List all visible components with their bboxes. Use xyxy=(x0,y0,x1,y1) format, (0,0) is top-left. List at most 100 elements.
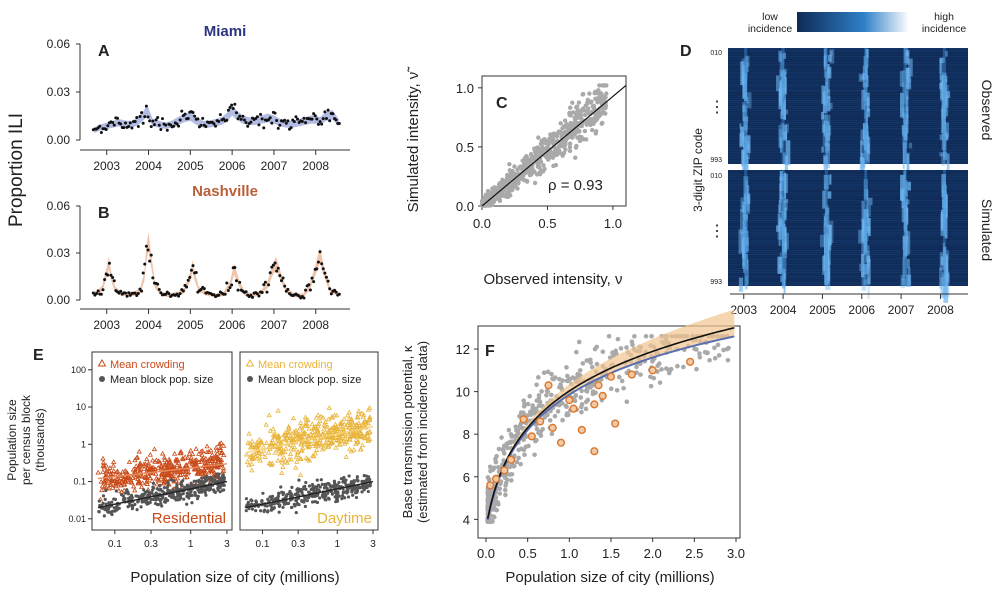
data-point xyxy=(239,117,243,121)
crowding-point xyxy=(275,435,281,441)
crowding-point xyxy=(353,422,359,427)
ytick-label: 0.03 xyxy=(47,246,71,260)
highlight-point xyxy=(606,372,616,381)
heatmap-peak-cell xyxy=(781,227,787,252)
heatmap-peak-cell xyxy=(905,231,911,255)
block-pop-point xyxy=(344,483,348,487)
crowding-point xyxy=(208,468,214,473)
crowding-point xyxy=(358,446,364,452)
block-pop-point xyxy=(125,488,129,492)
scatter-point xyxy=(618,346,624,351)
heatmap-peak-cell xyxy=(821,146,825,153)
scatter-point xyxy=(545,389,551,394)
scatter-point xyxy=(573,145,579,150)
block-pop-point xyxy=(294,498,298,503)
block-pop-point xyxy=(200,476,204,480)
panel-e-xlabel: Population size of city (millions) xyxy=(130,569,339,586)
heatmap-peak-cell xyxy=(785,140,791,166)
data-point xyxy=(178,118,182,122)
crowding-point xyxy=(110,459,117,464)
crowding-point xyxy=(331,424,338,430)
scatter-point xyxy=(521,173,526,178)
data-point xyxy=(326,279,330,283)
heatmap-ylabel: 3-digit ZIP code xyxy=(691,128,705,212)
crowding-point xyxy=(294,459,300,464)
heatmap-peak-cell xyxy=(863,230,867,246)
block-pop-point xyxy=(283,501,287,505)
panel-f-ylabel-line: Base transmission potential, κ xyxy=(400,345,415,518)
block-pop-point xyxy=(297,489,302,493)
crowding-point xyxy=(354,413,361,419)
panel-c-xlabel: Observed intensity, ν xyxy=(484,271,623,288)
block-pop-point xyxy=(117,506,121,510)
heatmap-peak-cell xyxy=(780,111,786,119)
heatmap-peak-cell xyxy=(944,122,950,138)
data-point xyxy=(183,112,187,116)
crowding-point xyxy=(333,444,339,450)
crowding-point xyxy=(318,443,324,449)
scatter-point xyxy=(502,475,508,480)
crowding-point xyxy=(351,447,357,452)
block-pop-point xyxy=(163,498,167,502)
heatmap-row xyxy=(728,252,968,254)
scatter-point xyxy=(562,118,568,123)
block-pop-point xyxy=(106,505,110,510)
heatmap-row xyxy=(728,254,968,256)
scatter-point xyxy=(583,406,589,412)
scatter-point xyxy=(582,128,588,134)
crowding-point xyxy=(328,433,335,439)
data-point xyxy=(265,290,269,294)
heatmap-peak-cell xyxy=(827,191,832,199)
data-point xyxy=(148,119,152,123)
heatmap-row xyxy=(728,268,968,270)
scatter-point xyxy=(532,452,537,458)
block-pop-point xyxy=(97,499,101,503)
crowding-point xyxy=(209,455,215,461)
block-pop-point xyxy=(318,496,322,500)
crowding-point xyxy=(343,454,349,459)
panel-e-daytime-name: Daytime xyxy=(317,510,372,527)
heatmap-row xyxy=(728,48,968,50)
scatter-point xyxy=(694,347,699,352)
heatmap-row xyxy=(728,140,968,142)
heatmap-peak-cell xyxy=(775,75,780,92)
data-point xyxy=(230,103,234,107)
heatmap-peak-cell xyxy=(938,267,943,289)
scatter-point xyxy=(506,184,511,190)
heatmap-peak-cell xyxy=(939,57,945,64)
panel-b-label: B xyxy=(98,205,110,222)
heatmap-peak-cell xyxy=(779,53,784,77)
scatter-point xyxy=(523,444,529,450)
block-pop-point xyxy=(190,493,194,497)
ytick-label: 1 xyxy=(81,439,86,449)
heatmap-peak-cell xyxy=(945,51,948,57)
data-point xyxy=(226,108,230,112)
scatter-point xyxy=(504,441,509,447)
crowding-point xyxy=(212,458,219,463)
crowding-point xyxy=(160,476,167,482)
crowding-point xyxy=(256,448,262,454)
xtick-label: 2008 xyxy=(302,318,329,332)
heatmap-peak-cell xyxy=(946,153,950,171)
scatter-point xyxy=(502,487,508,493)
block-pop-point xyxy=(265,504,269,508)
data-point xyxy=(238,114,242,118)
block-pop-point xyxy=(192,479,196,483)
data-point xyxy=(284,121,288,125)
block-pop-point xyxy=(324,494,328,498)
xtick-label: 3.0 xyxy=(727,546,745,561)
heatmap-row xyxy=(728,172,968,174)
model-band xyxy=(94,232,339,298)
highlight-point xyxy=(491,474,501,484)
crowding-point xyxy=(275,457,281,463)
block-pop-point xyxy=(134,494,138,498)
scatter-point xyxy=(632,333,637,339)
heatmap-peak-cell xyxy=(783,198,789,203)
heatmap-peak-cell xyxy=(904,219,908,245)
scatter-point xyxy=(574,349,579,355)
data-point xyxy=(320,262,324,266)
data-point xyxy=(249,293,253,297)
crowding-point xyxy=(300,430,307,436)
data-point xyxy=(276,266,280,270)
crowding-point xyxy=(281,454,287,460)
